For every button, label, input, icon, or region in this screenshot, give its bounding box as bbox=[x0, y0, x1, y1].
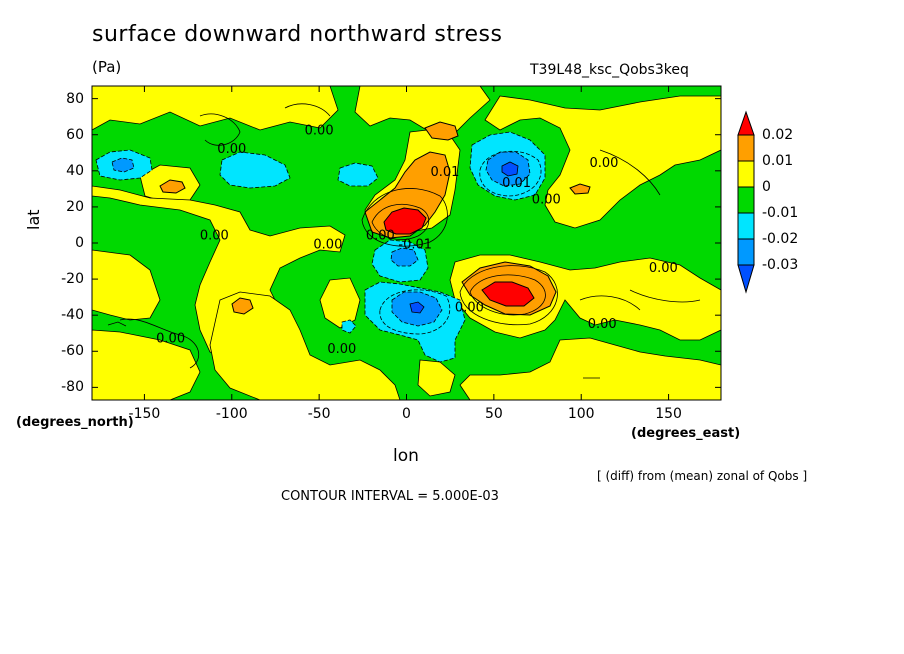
contour-label: 0.01 bbox=[430, 165, 459, 180]
contour-label: 0.00 bbox=[588, 317, 617, 332]
y-tick-label: 40 bbox=[66, 162, 84, 179]
contour-label: 0.00 bbox=[200, 228, 229, 243]
contour-labels: 0.000.000.000.000.00-0.010.010.010.000.0… bbox=[156, 124, 678, 357]
x-axis-label: lon bbox=[393, 446, 419, 466]
x-tick-label: 100 bbox=[567, 406, 595, 422]
y-tick-label: -20 bbox=[61, 271, 84, 288]
negative-under-0.03-regions bbox=[409, 161, 519, 314]
contour-label: 0.00 bbox=[327, 342, 356, 357]
positive-0.01-to-0.02-regions bbox=[159, 121, 591, 316]
y-tick-label: -40 bbox=[61, 307, 84, 324]
colorbar-swatch-yellow bbox=[737, 160, 755, 188]
colorbar-level-label: -0.01 bbox=[762, 205, 799, 221]
contour-label: 0.00 bbox=[532, 192, 561, 207]
chart-title: surface downward northward stress bbox=[92, 22, 503, 47]
colorbar-swatch-orange bbox=[737, 134, 755, 162]
x-tick-label: -100 bbox=[215, 406, 248, 422]
colorbar-bottom-triangle bbox=[737, 264, 755, 294]
positive-over-0.02-regions bbox=[383, 207, 535, 307]
contour-label: 0.00 bbox=[649, 261, 678, 276]
experiment-label: T39L48_ksc_Qobs3keq bbox=[530, 62, 689, 78]
y-tick-label: 60 bbox=[66, 126, 84, 143]
y-tick-label: -80 bbox=[61, 379, 84, 396]
colorbar-level-label: 0.01 bbox=[762, 153, 794, 169]
y-axis-label: lat bbox=[24, 209, 43, 230]
contour-label: -0.01 bbox=[398, 237, 432, 252]
colorbar-top-triangle bbox=[737, 110, 755, 136]
x-tick-label: -50 bbox=[307, 406, 331, 422]
contour-label: 0.00 bbox=[305, 124, 334, 139]
colorbar bbox=[737, 110, 755, 294]
colorbar-swatch-cyan bbox=[737, 212, 755, 240]
x-tick-label: 0 bbox=[402, 406, 411, 422]
chart-units: (Pa) bbox=[92, 58, 122, 76]
colorbar-level-label: 0 bbox=[762, 179, 771, 195]
y-tick-label: 0 bbox=[75, 235, 84, 251]
difference-note: [ (diff) from (mean) zonal of Qobs ] bbox=[597, 469, 808, 483]
colorbar-level-label: 0.02 bbox=[762, 127, 794, 143]
x-tick-label: 150 bbox=[655, 406, 682, 422]
contour-lines bbox=[107, 103, 701, 379]
colorbar-level-label: -0.03 bbox=[762, 257, 799, 273]
contour-label: 0.00 bbox=[313, 237, 342, 252]
x-tick-label: 50 bbox=[484, 406, 503, 422]
y-axis-units: (degrees_north) bbox=[16, 415, 134, 430]
contour-interval: CONTOUR INTERVAL = 5.000E-03 bbox=[281, 489, 499, 504]
colorbar-swatch-green bbox=[737, 186, 755, 214]
colorbar-level-label: -0.02 bbox=[762, 231, 799, 247]
y-tick-label: 20 bbox=[66, 198, 84, 215]
contour-label: 0.01 bbox=[502, 176, 531, 191]
y-tick-label: -60 bbox=[61, 343, 84, 360]
x-tick-label: -150 bbox=[128, 406, 161, 422]
x-axis-units: (degrees_east) bbox=[631, 426, 741, 441]
contour-label: 0.00 bbox=[366, 228, 395, 243]
positive-0-to-0.01-regions bbox=[92, 86, 721, 400]
contour-label: 0.00 bbox=[589, 156, 618, 171]
contour-label: 0.00 bbox=[217, 142, 246, 157]
contour-label: 0.00 bbox=[455, 301, 484, 316]
heatmap-field bbox=[92, 86, 721, 400]
y-tick-label: 80 bbox=[66, 90, 84, 107]
colorbar-swatch-blue bbox=[737, 238, 755, 266]
contour-label: 0.00 bbox=[156, 331, 185, 346]
axis-ticks bbox=[92, 86, 721, 400]
